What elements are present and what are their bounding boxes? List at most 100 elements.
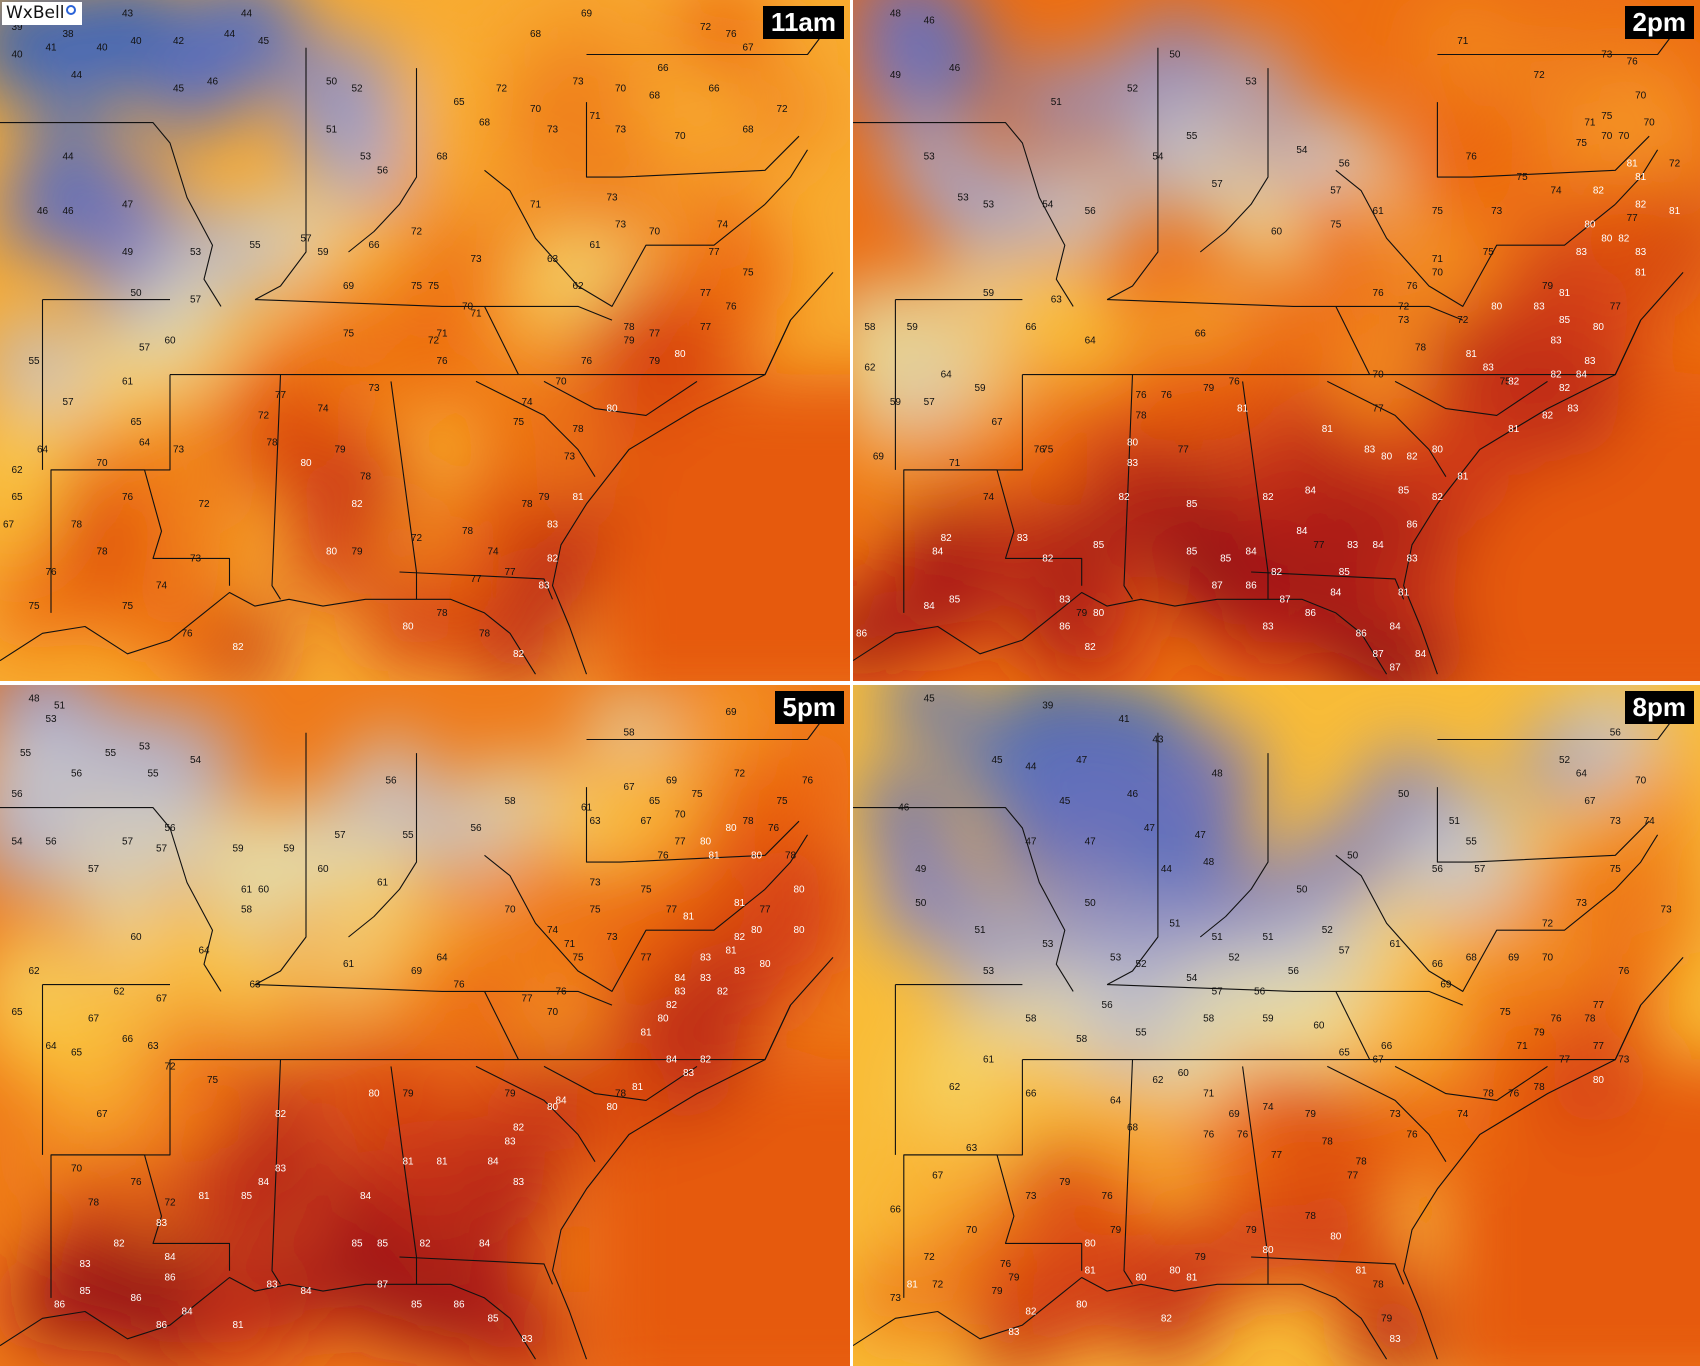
- temp-label: 39: [1042, 700, 1054, 711]
- temp-label: 64: [1085, 336, 1097, 347]
- temp-label: 85: [1339, 567, 1351, 578]
- temp-label: 49: [122, 247, 134, 258]
- temp-label: 80: [1093, 608, 1105, 619]
- temp-label: 73: [589, 878, 601, 889]
- temp-label: 64: [45, 1041, 57, 1052]
- temp-label: 85: [1220, 553, 1232, 564]
- temp-label: 85: [487, 1313, 499, 1324]
- temp-label: 83: [1534, 301, 1546, 312]
- temp-label: 77: [1559, 1055, 1571, 1066]
- temp-label: 76: [725, 29, 737, 40]
- temp-label: 81: [1186, 1273, 1198, 1284]
- temp-label: 42: [173, 36, 185, 47]
- temp-label: 68: [530, 29, 542, 40]
- temp-label: 59: [232, 843, 244, 854]
- temp-label: 80: [606, 1102, 618, 1113]
- temp-label: 85: [79, 1286, 91, 1297]
- temp-label: 56: [11, 789, 23, 800]
- temp-label: 72: [164, 1198, 176, 1209]
- state-borders: [853, 20, 1684, 675]
- temp-label: 82: [419, 1238, 431, 1249]
- temp-label: 68: [1127, 1123, 1139, 1134]
- temp-label: 70: [504, 905, 516, 916]
- temp-label: 65: [453, 97, 465, 108]
- temp-label: 45: [258, 36, 270, 47]
- temp-label: 67: [640, 816, 652, 827]
- temp-label: 77: [640, 952, 652, 963]
- temp-label: 74: [521, 397, 533, 408]
- temp-label: 80: [1584, 220, 1596, 231]
- temp-label: 74: [1262, 1102, 1274, 1113]
- temp-label: 76: [453, 980, 465, 991]
- temp-label: 72: [700, 22, 712, 33]
- temp-label: 44: [224, 29, 236, 40]
- temp-label: 84: [666, 1055, 678, 1066]
- temp-label: 75: [742, 267, 754, 278]
- temp-label: 81: [1085, 1266, 1097, 1277]
- temp-label: 82: [734, 932, 746, 943]
- temp-label: 73: [1610, 816, 1622, 827]
- temp-label: 73: [1618, 1055, 1630, 1066]
- temp-label: 76: [657, 850, 669, 861]
- temp-label: 83: [1364, 445, 1376, 456]
- temp-label: 78: [479, 628, 491, 639]
- temp-label: 82: [1508, 376, 1520, 387]
- temp-label: 62: [1152, 1075, 1164, 1086]
- logo-dot-icon: [66, 5, 77, 15]
- temp-label: 60: [317, 864, 329, 875]
- temp-label: 81: [1237, 404, 1249, 415]
- temp-label: 79: [649, 356, 661, 367]
- temp-label: 53: [924, 152, 936, 163]
- temp-label: 86: [1356, 628, 1368, 639]
- temp-label: 83: [674, 986, 686, 997]
- temp-label: 44: [1161, 864, 1173, 875]
- temp-label: 66: [1025, 1089, 1037, 1100]
- temp-label: 75: [691, 789, 703, 800]
- temp-label: 49: [890, 70, 902, 81]
- temp-label: 81: [683, 912, 695, 923]
- temp-label: 78: [1373, 1279, 1385, 1290]
- temp-label: 78: [360, 472, 372, 483]
- temp-label: 60: [1178, 1068, 1190, 1079]
- temp-label: 54: [190, 755, 202, 766]
- temp-label: 69: [343, 281, 355, 292]
- temp-label: 80: [1593, 322, 1605, 333]
- temp-label: 53: [190, 247, 202, 258]
- temp-label: 73: [615, 220, 627, 231]
- temp-label: 82: [1432, 492, 1444, 503]
- temp-label: 70: [555, 376, 567, 387]
- temp-label: 40: [11, 50, 23, 61]
- temp-label: 58: [241, 905, 253, 916]
- temp-label: 73: [173, 445, 185, 456]
- temp-label: 63: [1051, 295, 1063, 306]
- temp-label: 81: [1356, 1266, 1368, 1277]
- temp-label: 80: [300, 458, 312, 469]
- temp-label: 53: [139, 741, 151, 752]
- temp-label: 76: [1229, 376, 1241, 387]
- temp-label: 77: [649, 329, 661, 340]
- temp-label: 67: [623, 782, 635, 793]
- temp-label: 65: [11, 492, 23, 503]
- temp-label: 56: [1339, 158, 1351, 169]
- temp-label: 81: [436, 1157, 448, 1168]
- temp-label: 79: [1076, 608, 1088, 619]
- temp-label: 67: [991, 417, 1003, 428]
- temp-label: 72: [1669, 158, 1681, 169]
- temp-label: 82: [1542, 410, 1554, 421]
- temp-label: 44: [62, 152, 74, 163]
- temp-label: 67: [3, 519, 15, 530]
- temp-label: 48: [1212, 769, 1224, 780]
- temp-label: 47: [122, 199, 134, 210]
- temp-label: 87: [1212, 581, 1224, 592]
- temp-label: 81: [1457, 472, 1469, 483]
- temp-label: 78: [436, 608, 448, 619]
- temp-label: 81: [1559, 288, 1571, 299]
- temp-label: 83: [547, 519, 559, 530]
- temp-label: 56: [1432, 864, 1444, 875]
- temp-label: 67: [1584, 796, 1596, 807]
- temp-label: 52: [1322, 925, 1334, 936]
- temp-label: 50: [915, 898, 927, 909]
- temp-label: 80: [793, 925, 805, 936]
- temp-label: 77: [700, 288, 712, 299]
- temp-label: 83: [1576, 247, 1588, 258]
